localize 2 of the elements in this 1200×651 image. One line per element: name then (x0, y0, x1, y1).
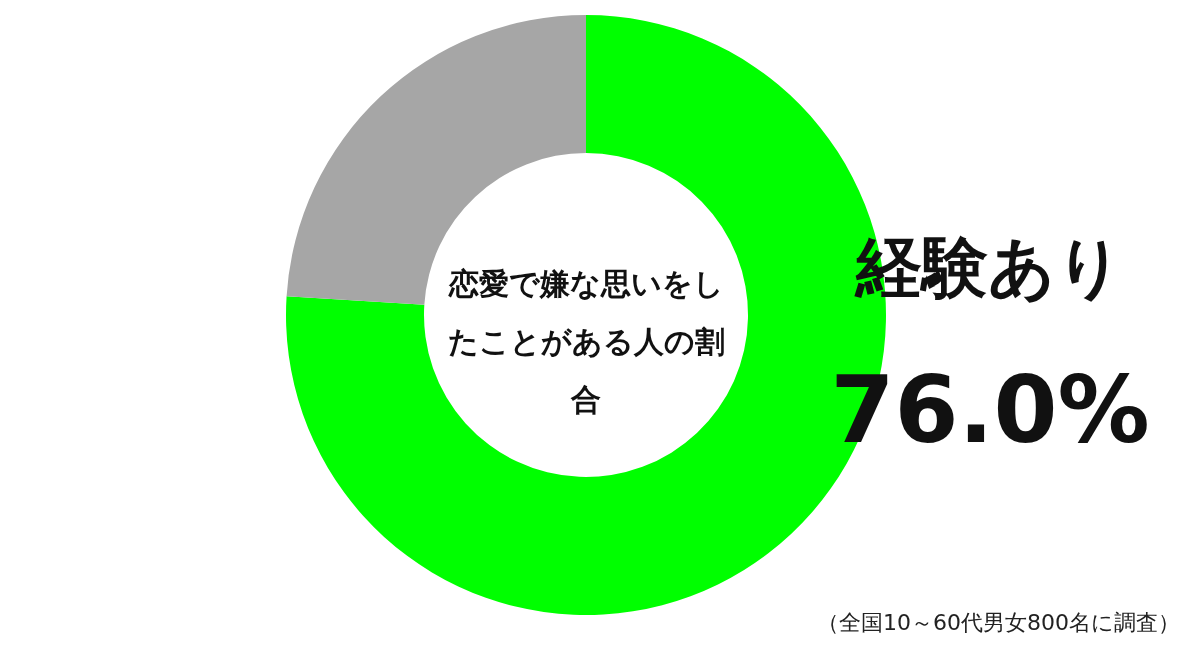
text: 恋愛で嫌な思いをしたことがある人の割合 (446, 265, 726, 419)
text: （全国10～60代男女800名に調査） (817, 610, 1180, 635)
